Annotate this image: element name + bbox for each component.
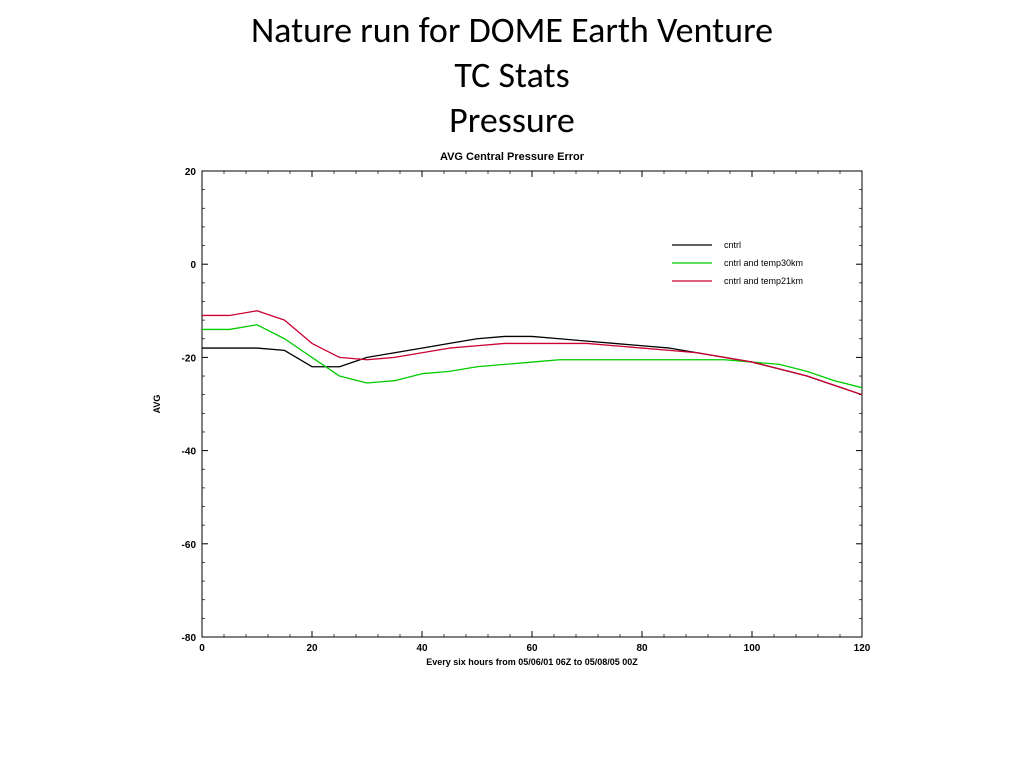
series-cntrl xyxy=(202,336,862,394)
legend-label: cntrl xyxy=(724,240,741,250)
svg-text:0: 0 xyxy=(190,260,196,271)
svg-text:-80: -80 xyxy=(182,633,197,644)
x-axis-label: Every six hours from 05/06/01 06Z to 05/… xyxy=(426,657,638,667)
legend-label: cntrl and temp21km xyxy=(724,276,803,286)
legend-label: cntrl and temp30km xyxy=(724,258,803,268)
title-line-3: Pressure xyxy=(0,98,1024,143)
svg-text:-60: -60 xyxy=(182,540,197,551)
title-line-2: TC Stats xyxy=(0,53,1024,98)
svg-text:-40: -40 xyxy=(182,447,197,458)
svg-text:60: 60 xyxy=(526,643,538,654)
svg-text:20: 20 xyxy=(185,167,197,178)
series-cntrl_and_temp21km xyxy=(202,311,862,395)
svg-text:100: 100 xyxy=(744,643,761,654)
chart-container: AVG Central Pressure Error 0 20 40 60 80 100 1… xyxy=(142,151,882,675)
chart-title: AVG Central Pressure Error xyxy=(142,151,882,163)
svg-text:120: 120 xyxy=(854,643,871,654)
svg-text:80: 80 xyxy=(636,643,648,654)
svg-text:-20: -20 xyxy=(182,353,197,364)
svg-text:0: 0 xyxy=(199,643,205,654)
slide-title: Nature run for DOME Earth Venture TC Sta… xyxy=(0,8,1024,143)
svg-text:40: 40 xyxy=(416,643,428,654)
title-line-1: Nature run for DOME Earth Venture xyxy=(0,8,1024,53)
y-axis-label: AVG xyxy=(152,395,162,414)
svg-text:20: 20 xyxy=(306,643,318,654)
pressure-line-chart: 0 20 40 60 80 100 120 -80 -60 -40 -20 0 20 Every six … xyxy=(142,165,882,675)
